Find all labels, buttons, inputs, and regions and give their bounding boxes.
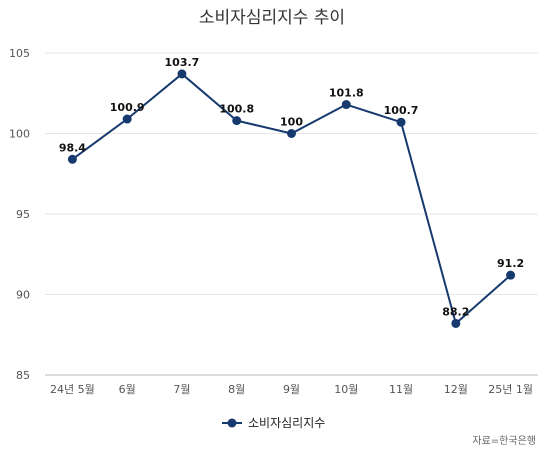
data-point: [341, 100, 351, 110]
grid: [45, 52, 538, 376]
data-label: 88.2: [442, 305, 469, 318]
series-layer: 98.4 100.9 103.7 100.8 100 101.8 100.7 88.2 91.2: [59, 56, 524, 328]
x-tick-label: 10월: [334, 383, 358, 396]
legend-marker: [227, 418, 237, 428]
data-point: [451, 318, 461, 328]
x-tick-label: 6월: [119, 383, 136, 396]
data-label: 103.7: [165, 56, 200, 69]
data-label: 98.4: [59, 141, 86, 154]
y-tick-label: 95: [16, 208, 30, 221]
x-tick-label: 12월: [444, 383, 468, 396]
data-point: [232, 116, 242, 126]
legend-label: 소비자심리지수: [248, 416, 325, 430]
y-tick-label: 105: [9, 47, 30, 60]
data-label: 100.9: [110, 101, 145, 114]
data-label: 100.7: [384, 104, 419, 117]
x-tick-label: 25년 1월: [488, 383, 533, 396]
data-point: [122, 114, 132, 124]
y-tick-label: 100: [9, 128, 30, 141]
x-axis: 24년 5월 6월 7월 8월 9월 10월 11월 12월 25년 1월: [50, 383, 533, 396]
data-label: 91.2: [497, 257, 524, 270]
x-tick-label: 8월: [228, 383, 245, 396]
data-point: [177, 69, 187, 79]
y-tick-label: 90: [16, 289, 30, 302]
data-point: [287, 129, 296, 138]
data-point: [67, 154, 77, 164]
source-note: 자료=한국은행: [472, 435, 536, 447]
y-axis: 85 90 95 100 105: [9, 47, 30, 382]
data-point: [396, 117, 406, 127]
chart-title: 소비자심리지수 추이: [199, 8, 345, 28]
x-tick-label: 11월: [389, 383, 413, 396]
legend: 소비자심리지수: [222, 416, 325, 430]
y-tick-label: 85: [16, 369, 30, 382]
x-tick-label: 7월: [173, 383, 190, 396]
data-label: 101.8: [329, 87, 364, 100]
data-label: 100.8: [219, 103, 254, 116]
x-tick-label: 9월: [283, 383, 300, 396]
data-point: [506, 270, 516, 280]
x-tick-label: 24년 5월: [50, 383, 95, 396]
data-label: 100: [280, 116, 303, 129]
